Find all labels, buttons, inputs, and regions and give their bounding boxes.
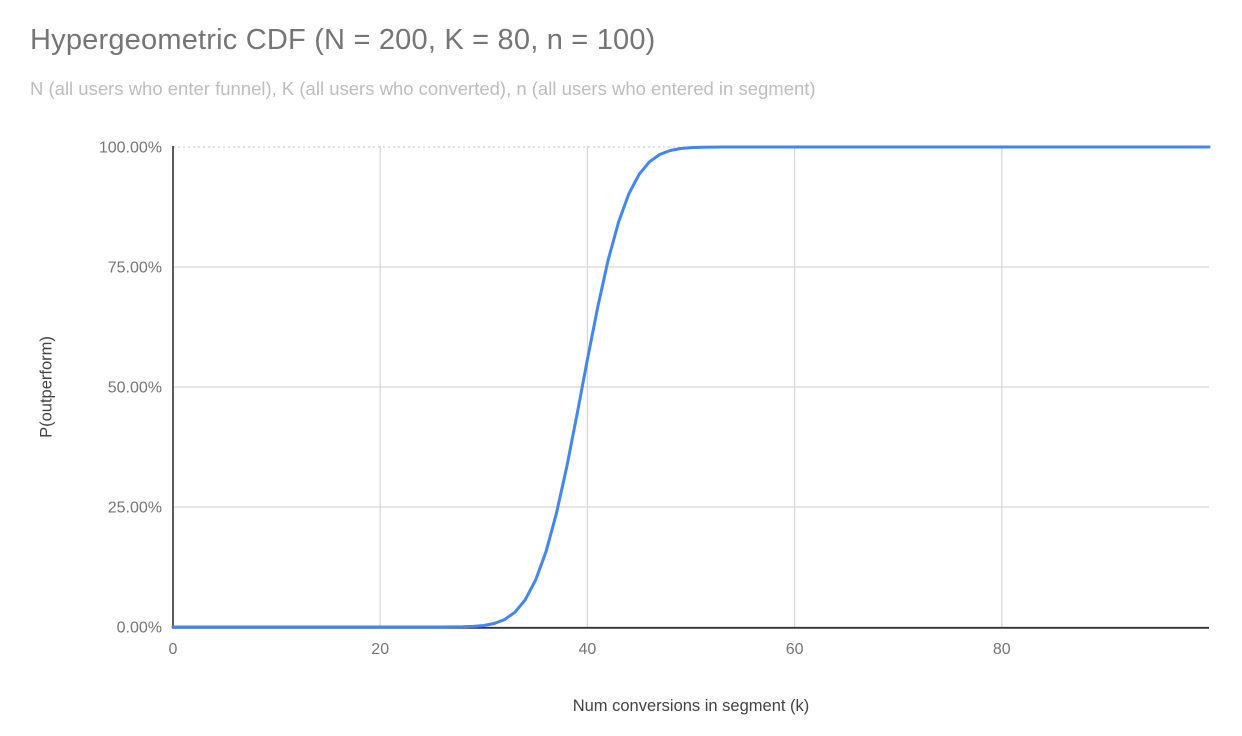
cdf-curve bbox=[171, 145, 1211, 629]
x-tick-label: 0 bbox=[169, 641, 178, 658]
x-tick-label: 60 bbox=[786, 641, 804, 658]
x-axis-title: Num conversions in segment (k) bbox=[572, 697, 810, 715]
y-tick-label: 50.00% bbox=[108, 380, 162, 397]
chart-title: Hypergeometric CDF (N = 200, K = 80, n =… bbox=[30, 24, 656, 56]
x-tick-label: 20 bbox=[371, 641, 389, 658]
y-tick-label: 75.00% bbox=[108, 260, 162, 277]
y-tick-label: 0.00% bbox=[117, 620, 162, 637]
x-tick-label: 80 bbox=[993, 641, 1011, 658]
y-tick-label: 100.00% bbox=[99, 140, 162, 157]
y-tick-label: 25.00% bbox=[108, 500, 162, 517]
chart-subtitle: N (all users who enter funnel), K (all u… bbox=[30, 78, 816, 99]
x-tick-label: 40 bbox=[579, 641, 597, 658]
y-axis-title: P(outperform) bbox=[37, 336, 56, 438]
